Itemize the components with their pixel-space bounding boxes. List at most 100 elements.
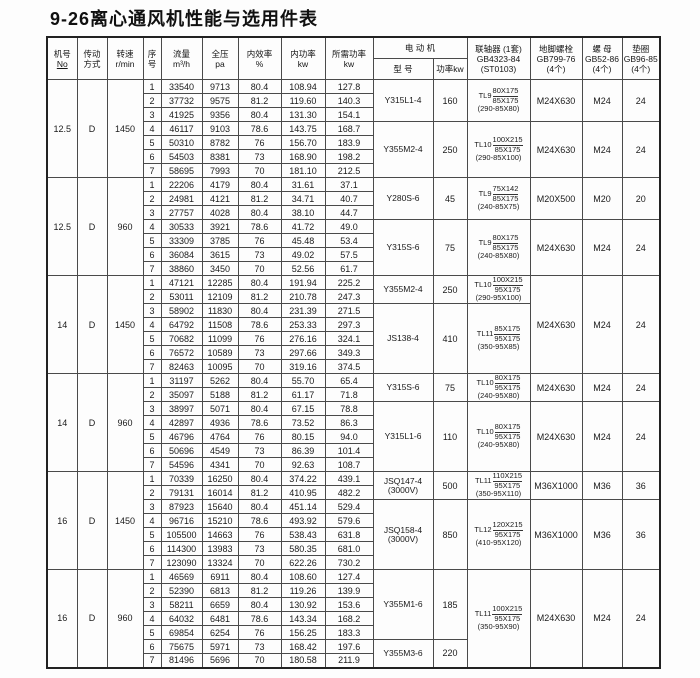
coupling-cell: TL11 100X215 95X175 (350-95X90) bbox=[466, 569, 531, 668]
pressure-cell: 4121 bbox=[201, 191, 239, 206]
efficiency-cell: 80.4 bbox=[237, 275, 282, 290]
seq-cell: 3 bbox=[142, 597, 162, 612]
col-header-line: 号 bbox=[147, 58, 157, 69]
nut-cell: M24 bbox=[581, 219, 623, 276]
pressure-cell: 5188 bbox=[201, 387, 239, 402]
required-power-cell: 61.7 bbox=[324, 261, 374, 276]
flow-cell: 41925 bbox=[160, 107, 203, 122]
coupling-size-top: 120X215 bbox=[492, 520, 523, 530]
speed-cell: 960 bbox=[106, 177, 144, 276]
pressure-cell: 3785 bbox=[201, 233, 239, 248]
internal-power-cell: 92.63 bbox=[280, 457, 326, 472]
flow-cell: 33540 bbox=[160, 79, 203, 94]
seq-cell: 4 bbox=[142, 513, 162, 528]
coupling-cell: TL10 80X175 95X175 (240-95X80) bbox=[466, 401, 531, 472]
required-power-cell: 71.8 bbox=[324, 387, 374, 402]
motor-model-line: (3000V) bbox=[387, 533, 419, 544]
motor-power-cell: 850 bbox=[432, 499, 468, 570]
internal-power-cell: 61.17 bbox=[280, 387, 326, 402]
required-power-cell: 40.7 bbox=[324, 191, 374, 206]
drive-mode-cell: D bbox=[76, 275, 108, 374]
efficiency-cell: 73 bbox=[237, 149, 282, 164]
washer-cell: 24 bbox=[621, 79, 661, 122]
anchor-bolt-cell: M24X630 bbox=[529, 79, 583, 122]
seq-cell: 6 bbox=[142, 149, 162, 164]
required-power-cell: 127.8 bbox=[324, 79, 374, 94]
efficiency-cell: 81.2 bbox=[237, 485, 282, 500]
efficiency-cell: 70 bbox=[237, 555, 282, 570]
washer-cell: 20 bbox=[621, 177, 661, 220]
pressure-cell: 5696 bbox=[201, 653, 239, 668]
seq-cell: 4 bbox=[142, 611, 162, 626]
required-power-cell: 57.5 bbox=[324, 247, 374, 262]
flow-cell: 64032 bbox=[160, 611, 203, 626]
flow-cell: 87923 bbox=[160, 499, 203, 514]
internal-power-cell: 410.95 bbox=[280, 485, 326, 500]
efficiency-cell: 81.2 bbox=[237, 93, 282, 108]
flow-cell: 46569 bbox=[160, 569, 203, 584]
coupling-cell: TL9 80X175 85X175 (240-85X80) bbox=[466, 219, 531, 276]
seq-cell: 2 bbox=[142, 485, 162, 500]
efficiency-cell: 73 bbox=[237, 345, 282, 360]
col-header-seq: 序号 bbox=[142, 36, 162, 80]
flow-cell: 79131 bbox=[160, 485, 203, 500]
coupling-type-label: TL10 bbox=[476, 378, 494, 387]
efficiency-cell: 73 bbox=[237, 443, 282, 458]
motor-model-line: Y355M1-6 bbox=[383, 599, 423, 609]
required-power-cell: 140.3 bbox=[324, 93, 374, 108]
pressure-cell: 3615 bbox=[201, 247, 239, 262]
coupling-size: TL9 80X175 85X175 bbox=[468, 87, 529, 105]
nut-cell: M24 bbox=[581, 373, 623, 402]
flow-cell: 114300 bbox=[160, 541, 203, 556]
internal-power-cell: 181.10 bbox=[280, 163, 326, 178]
seq-cell: 6 bbox=[142, 247, 162, 262]
flow-cell: 123090 bbox=[160, 555, 203, 570]
washer-cell: 24 bbox=[621, 373, 661, 402]
motor-model-cell: Y355M3-6 bbox=[372, 639, 434, 668]
col-header-line: 全压 bbox=[211, 48, 229, 59]
seq-cell: 2 bbox=[142, 289, 162, 304]
efficiency-cell: 80.4 bbox=[237, 373, 282, 388]
coupling-type-label: TL10 bbox=[474, 280, 492, 289]
motor-model-cell: Y315S-6 bbox=[372, 373, 434, 402]
coupling-size-bottom: 85X175 bbox=[492, 193, 519, 203]
anchor-bolt-cell: M24X630 bbox=[529, 275, 583, 374]
efficiency-cell: 81.2 bbox=[237, 583, 282, 598]
flow-cell: 37732 bbox=[160, 93, 203, 108]
col-header-line: (4个) bbox=[592, 63, 612, 74]
flow-cell: 38860 bbox=[160, 261, 203, 276]
required-power-cell: 65.4 bbox=[324, 373, 374, 388]
coupling-note: (290-85X100) bbox=[475, 153, 522, 163]
nut-cell: M20 bbox=[581, 177, 623, 220]
efficiency-cell: 80.4 bbox=[237, 569, 282, 584]
col-header-line: r/min bbox=[115, 58, 135, 69]
coupling-note: (290-95X100) bbox=[475, 293, 522, 303]
coupling-size: TL9 75X142 85X175 bbox=[468, 185, 529, 203]
nut-cell: M36 bbox=[581, 499, 623, 570]
flow-cell: 42897 bbox=[160, 415, 203, 430]
seq-cell: 3 bbox=[142, 303, 162, 318]
motor-model-cell: Y315S-6 bbox=[372, 219, 434, 276]
pressure-cell: 11099 bbox=[201, 331, 239, 346]
efficiency-cell: 73 bbox=[237, 541, 282, 556]
col-header-line: (ST0103) bbox=[480, 63, 517, 74]
pressure-cell: 9103 bbox=[201, 121, 239, 136]
seq-cell: 6 bbox=[142, 443, 162, 458]
internal-power-cell: 451.14 bbox=[280, 499, 326, 514]
efficiency-cell: 81.2 bbox=[237, 289, 282, 304]
col-header-line: GB799-76 bbox=[536, 53, 576, 64]
anchor-bolt-cell: M36X1000 bbox=[529, 499, 583, 570]
col-header-line: kw bbox=[343, 58, 355, 69]
motor-model-line: Y280S-6 bbox=[386, 193, 420, 203]
anchor-bolt-cell: M20X500 bbox=[529, 177, 583, 220]
required-power-cell: 183.9 bbox=[324, 135, 374, 150]
efficiency-cell: 76 bbox=[237, 135, 282, 150]
pressure-cell: 6254 bbox=[201, 625, 239, 640]
pressure-cell: 16250 bbox=[201, 471, 239, 486]
pressure-cell: 12109 bbox=[201, 289, 239, 304]
motor-power-cell: 410 bbox=[432, 303, 468, 374]
col-header-line: 电 动 机 bbox=[404, 43, 436, 53]
col-header-washer: 垫圈 GB96-85 (4个) bbox=[621, 36, 661, 80]
coupling-size-bottom: 95X175 bbox=[494, 382, 521, 392]
motor-model-line: JSQ147-4 bbox=[383, 475, 423, 486]
